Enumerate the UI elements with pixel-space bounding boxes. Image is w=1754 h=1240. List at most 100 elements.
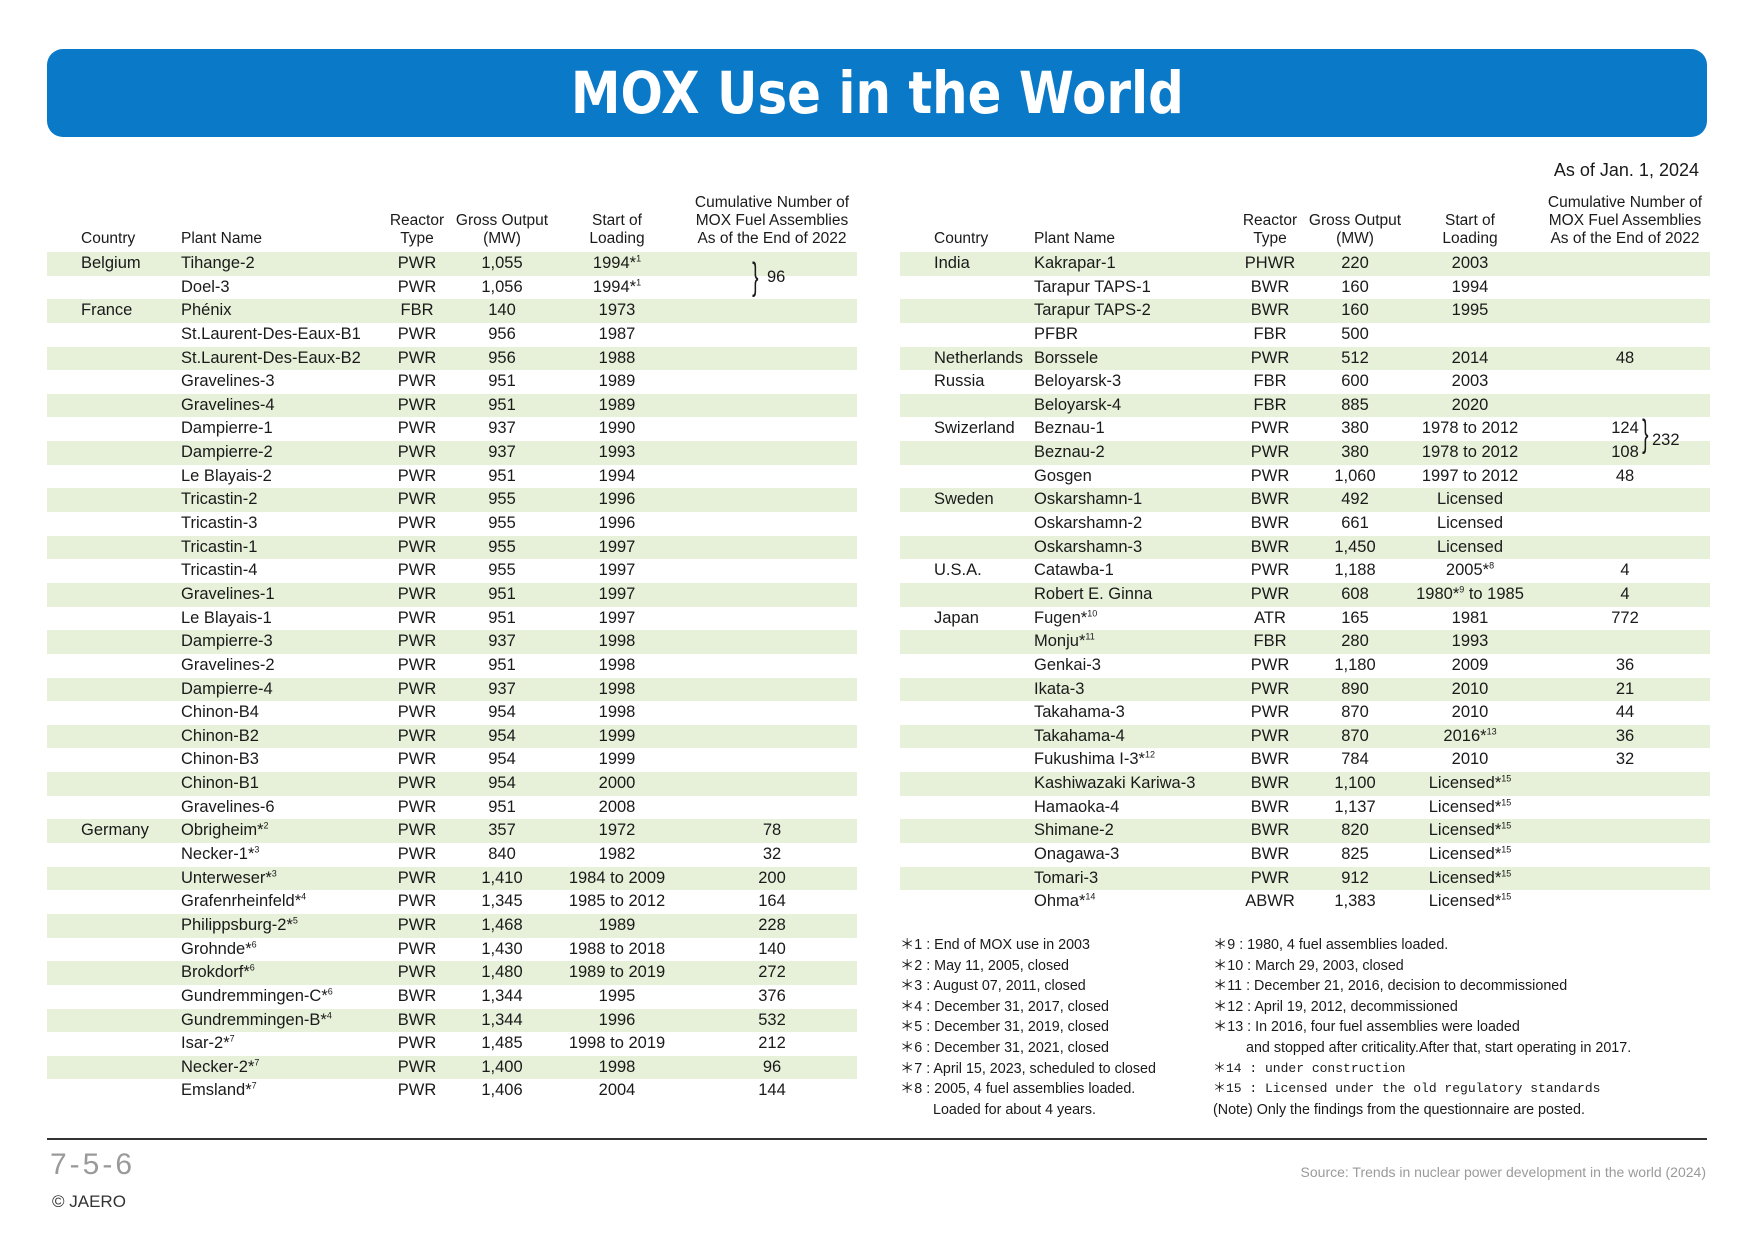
table-row: Takahama-3 PWR 870 2010 44 — [900, 701, 1710, 725]
cell-type: FBR — [1253, 324, 1287, 343]
table-row: Tricastin-4 PWR 955 1997 — [47, 559, 857, 583]
cell-start: 1973 — [598, 301, 636, 320]
cell-cum — [687, 323, 857, 347]
cell-plant: Obrigheim*2 — [181, 820, 269, 840]
table-header: Country Plant Name Reactor Type Gross Out… — [900, 190, 1710, 252]
cell-type: BWR — [1250, 277, 1290, 296]
cell-country: Netherlands — [934, 348, 1023, 367]
cell-plant: Dampierre-2 — [181, 443, 273, 462]
cell-cum: 21 — [1615, 679, 1635, 698]
header-plant: Plant Name — [181, 230, 262, 247]
cell-type: PWR — [397, 348, 437, 367]
cell-plant: Takahama-3 — [1034, 703, 1125, 722]
cell-type: BWR — [397, 986, 437, 1005]
footnote: ＊12 : April 19, 2012, decommissioned — [1213, 998, 1458, 1015]
table-row: Tricastin-1 PWR 955 1997 — [47, 535, 857, 560]
cell-output: 220 — [1341, 254, 1369, 272]
cell-plant: Hamaoka-4 — [1034, 797, 1120, 816]
left-table: Country Plant Name Reactor Type Gross Out… — [47, 190, 857, 1103]
table-row: Chinon-B4 PWR 954 1998 — [47, 701, 857, 725]
cell-type: BWR — [1250, 845, 1290, 864]
table-row: St.Laurent-Des-Eaux-B2 PWR 956 1988 — [47, 346, 857, 371]
table-row: Onagawa-3 BWR 825 Licensed*15 — [900, 843, 1710, 867]
footnote: ＊15 : Licensed under the old regulatory … — [1213, 1081, 1601, 1097]
cell-type: PWR — [397, 395, 437, 414]
cell-cum — [687, 559, 857, 583]
cell-output: 937 — [488, 679, 516, 698]
cell-output: 784 — [1341, 750, 1369, 769]
table-row: Robert E. Ginna PWR 608 1980*9 to 1985 4 — [900, 582, 1710, 607]
cell-output: 1,450 — [1334, 537, 1376, 556]
table-row: Sweden Oskarshamn-1 BWR 492 Licensed — [900, 488, 1710, 513]
cell-cum — [687, 441, 857, 465]
footnote: ＊4 : December 31, 2017, closed — [900, 998, 1110, 1015]
cell-type: PWR — [1250, 561, 1290, 580]
cell-output: 937 — [488, 632, 516, 651]
cell-cum — [1540, 796, 1710, 820]
cell-type: PWR — [1250, 868, 1290, 887]
cell-output: 492 — [1341, 490, 1369, 509]
brace-total: 96 — [767, 268, 786, 286]
cell-output: 951 — [488, 584, 516, 603]
cell-plant: Unterweser*3 — [181, 868, 277, 887]
table-row: Chinon-B2 PWR 954 1999 — [47, 724, 857, 749]
cell-plant: Dampierre-1 — [181, 419, 273, 438]
cell-type: PWR — [397, 608, 437, 627]
cell-start: 1994*1 — [592, 277, 642, 296]
cell-start: Licensed — [1436, 537, 1504, 556]
table-row: Gundremmingen-C*6 BWR 1,344 1995 376 — [47, 985, 857, 1009]
cell-start: 1998 — [598, 679, 636, 698]
header-country: Country — [81, 230, 136, 247]
cell-cum — [1540, 394, 1710, 418]
cell-cum: 124 — [1611, 419, 1639, 438]
footnote: (Note) Only the findings from the questi… — [1213, 1101, 1585, 1118]
cell-start: 2010 — [1451, 679, 1489, 698]
page-number: 7-5-6 — [50, 1148, 136, 1181]
cell-output: 160 — [1341, 277, 1369, 296]
cell-output: 1,406 — [481, 1081, 523, 1100]
footnote: ＊6 : December 31, 2021, closed — [900, 1039, 1110, 1056]
cell-output: 956 — [488, 348, 516, 367]
cell-plant: Le Blayais-2 — [181, 466, 272, 485]
cell-start: 1988 — [598, 348, 636, 367]
cell-start: 1996 — [598, 490, 636, 509]
cell-start: 1972 — [598, 821, 636, 840]
cell-type: PWR — [397, 774, 437, 793]
cell-plant: Tarapur TAPS-1 — [1034, 277, 1151, 296]
cell-start: 1978 to 2012 — [1421, 419, 1519, 438]
cell-output: 1,345 — [481, 892, 523, 911]
cell-plant: Onagawa-3 — [1034, 845, 1120, 864]
cell-plant: Dampierre-3 — [181, 632, 273, 651]
cell-cum: 532 — [758, 1010, 786, 1029]
cell-country: France — [81, 301, 133, 320]
cell-start: 1996 — [598, 1010, 636, 1029]
cell-plant: Necker-2*7 — [181, 1057, 260, 1076]
cell-output: 954 — [488, 726, 516, 745]
footnote: Loaded for about 4 years. — [933, 1101, 1096, 1118]
cell-type: BWR — [1250, 514, 1290, 533]
cell-cum: 376 — [758, 986, 786, 1005]
cell-type: PWR — [1250, 726, 1290, 745]
table-row: Gravelines-4 PWR 951 1989 — [47, 393, 857, 418]
cell-plant: Borssele — [1034, 348, 1099, 367]
cell-cum — [687, 370, 857, 394]
cell-output: 357 — [488, 821, 516, 840]
cell-type: PWR — [1250, 419, 1290, 438]
table-row: Isar-2*7 PWR 1,485 1998 to 2019 212 — [47, 1032, 857, 1056]
cell-start: 1998 — [598, 632, 636, 651]
cell-output: 951 — [488, 395, 516, 414]
cell-output: 1,400 — [481, 1057, 523, 1076]
cell-plant: Shimane-2 — [1034, 821, 1114, 840]
footnote: ＊8 : 2005, 4 fuel assemblies loaded. — [900, 1081, 1136, 1098]
cell-cum: 36 — [1615, 726, 1635, 745]
cell-cum: 212 — [758, 1034, 786, 1053]
cell-plant: PFBR — [1034, 324, 1079, 343]
cell-country: Sweden — [934, 490, 994, 509]
cell-output: 608 — [1341, 584, 1369, 603]
cell-plant: Beznau-2 — [1034, 443, 1105, 462]
cell-start: 2003 — [1451, 372, 1489, 391]
cell-output: 820 — [1341, 821, 1369, 840]
table-row: Tricastin-3 PWR 955 1996 — [47, 512, 857, 536]
table-row: Beloyarsk-4 FBR 885 2020 — [900, 393, 1710, 418]
cell-type: PWR — [397, 726, 437, 745]
